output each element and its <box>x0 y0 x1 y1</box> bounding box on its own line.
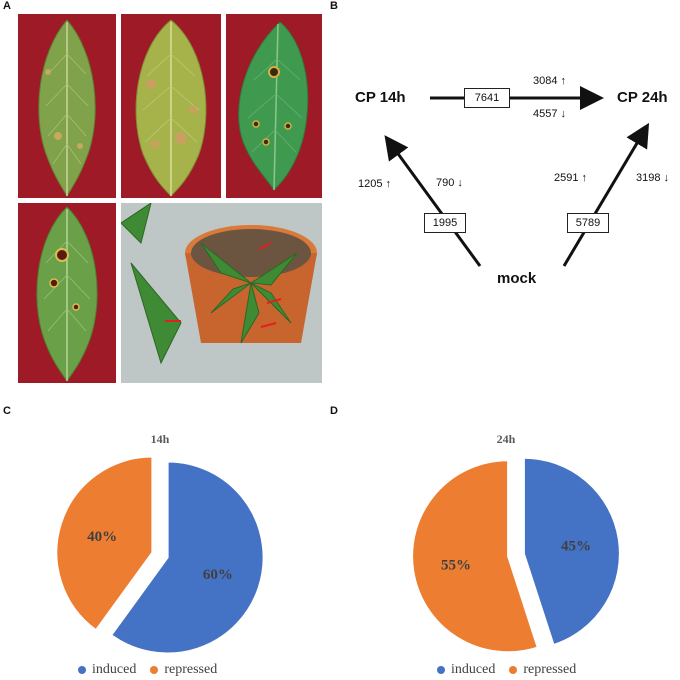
up-count-mock-24: 2591 ↑ <box>554 172 587 184</box>
up-count-14-24: 3084 ↑ <box>533 75 566 87</box>
legend-swatch-repressed <box>150 666 158 674</box>
leaf-photo-1 <box>18 14 116 198</box>
up-count-mock-14: 1205 ↑ <box>358 178 391 190</box>
pie-title-14h: 14h <box>130 432 190 447</box>
pie-data-label-repressed: 40% <box>87 529 117 545</box>
pie-chart-24h: 45% 55% <box>396 450 636 660</box>
legend-swatch-induced <box>437 666 445 674</box>
legend-label-repressed: repressed <box>523 662 576 678</box>
node-mock: mock <box>497 270 536 287</box>
down-count-mock-14: 790 ↓ <box>436 177 463 189</box>
node-cp14: CP 14h <box>355 89 406 106</box>
leaf-photo-2 <box>121 14 221 198</box>
pie-chart-14h: 60% 40% <box>40 450 280 660</box>
arrow-mock-to-cp14 <box>388 140 480 266</box>
count-box-14-24: 7641 <box>464 88 510 108</box>
legend-swatch-induced <box>78 666 86 674</box>
panel-label-d: D <box>330 405 338 417</box>
pie-data-label-induced: 60% <box>203 567 233 583</box>
node-cp24: CP 24h <box>617 89 668 106</box>
panel-label-a: A <box>3 0 11 12</box>
legend-label-induced: induced <box>451 662 495 678</box>
plant-pot-photo <box>121 203 322 383</box>
panel-label-c: C <box>3 405 11 417</box>
diagram-arrows <box>330 10 680 310</box>
pie-title-24h: 24h <box>476 432 536 447</box>
arrow-mock-to-cp24 <box>564 128 646 266</box>
legend-swatch-repressed <box>509 666 517 674</box>
leaf-photo-3 <box>226 14 322 198</box>
count-box-mock-14: 1995 <box>424 213 466 233</box>
down-count-mock-24: 3198 ↓ <box>636 172 669 184</box>
pie-slice-repressed <box>412 460 538 652</box>
pie-data-label-repressed: 55% <box>441 558 471 574</box>
legend-14h: induced repressed <box>78 662 217 678</box>
legend-24h: induced repressed <box>437 662 576 678</box>
count-box-mock-24: 5789 <box>567 213 609 233</box>
pie-data-label-induced: 45% <box>561 538 591 554</box>
legend-label-repressed: repressed <box>164 662 217 678</box>
down-count-14-24: 4557 ↓ <box>533 108 566 120</box>
leaf-photo-4 <box>18 203 116 383</box>
legend-label-induced: induced <box>92 662 136 678</box>
